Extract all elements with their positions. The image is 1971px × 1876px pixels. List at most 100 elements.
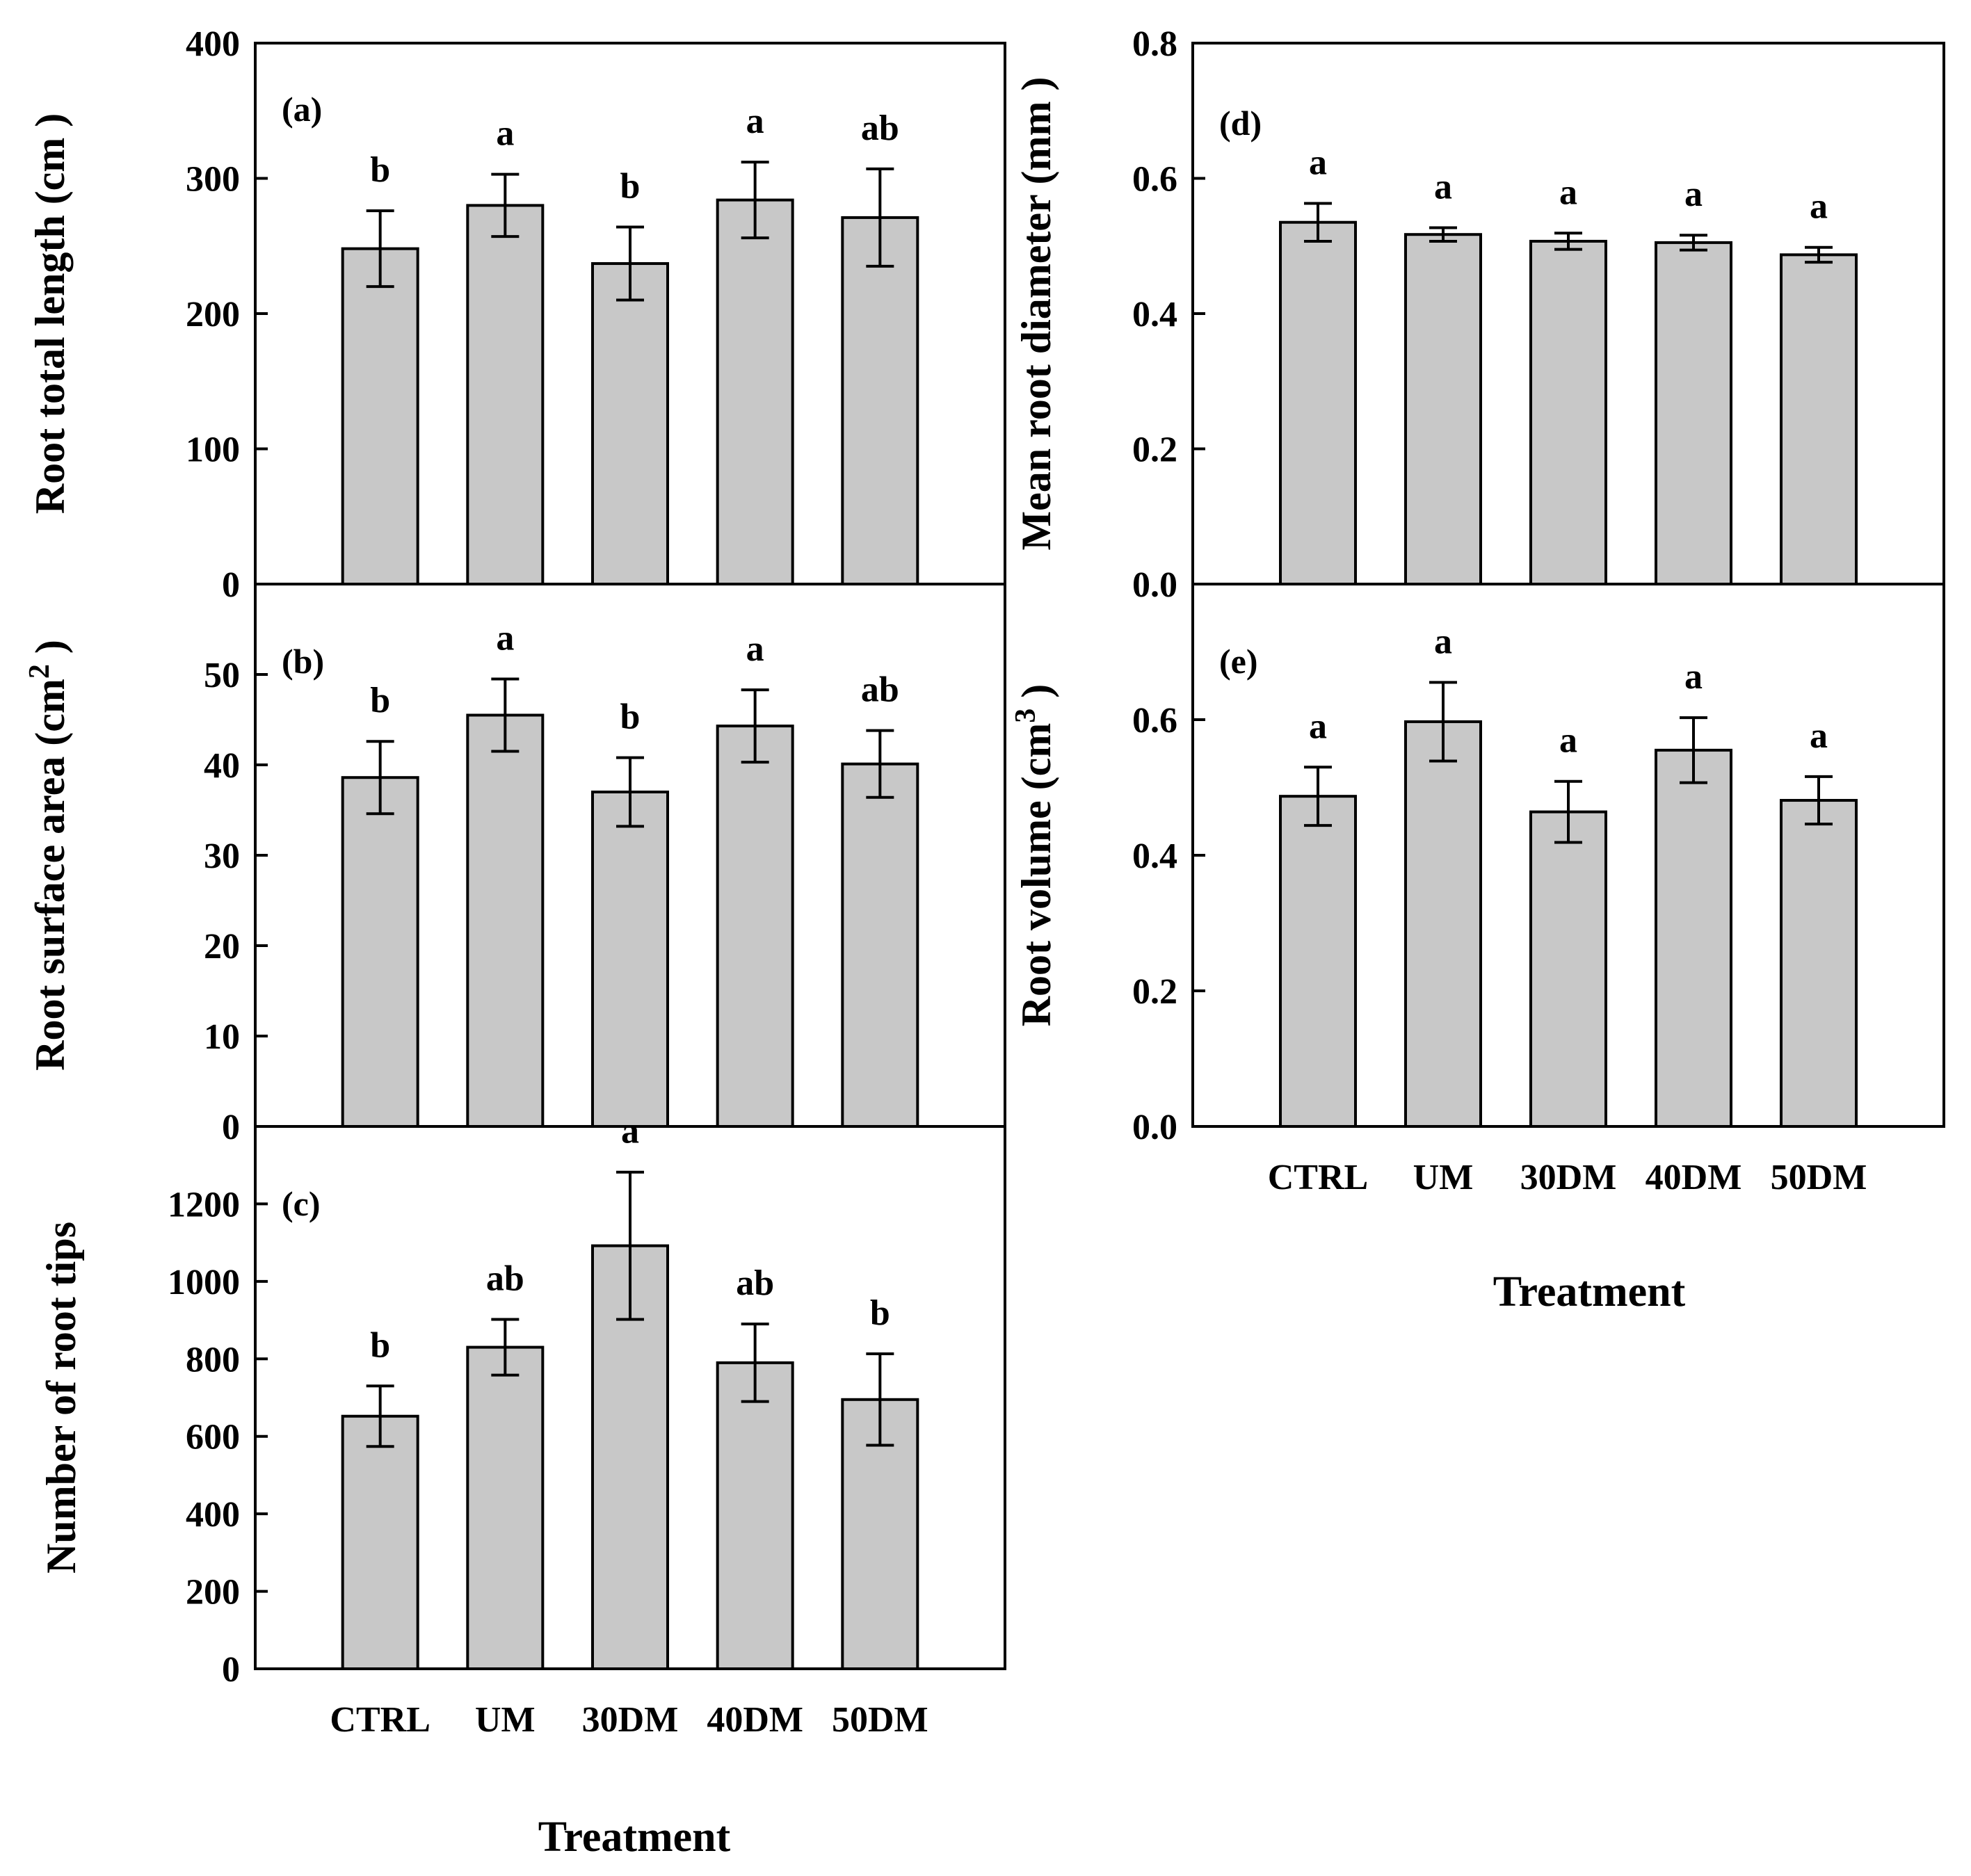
bar-e [1531, 812, 1606, 1126]
panel-e: 0.0 0.2 0.4 0.6 a a a a a (e) CTRL UM 30DM 40DM 50DM Ro… [1010, 584, 1944, 1197]
y-tick-label-d: 0.2 [1132, 430, 1177, 470]
y-tick-label-c: 600 [186, 1418, 240, 1457]
bar-d [1406, 234, 1481, 584]
y-tick-label-a: 200 [186, 295, 240, 334]
bar-e [1781, 800, 1856, 1126]
y-tick-label-b: 30 [204, 836, 240, 876]
significance-letter-c: b [370, 1325, 390, 1365]
bar-a [842, 218, 917, 584]
bar-e [1656, 750, 1731, 1126]
y-axis-title-superscript-e: 3 [1010, 709, 1042, 723]
bar-d [1781, 254, 1856, 584]
category-label-c: 50DM [832, 1700, 928, 1740]
bar-c [718, 1363, 793, 1669]
significance-letter-b: b [620, 697, 641, 737]
significance-letter-c: a [621, 1112, 639, 1151]
y-tick-label-c: 200 [186, 1573, 240, 1612]
y-tick-label-b: 0 [222, 1108, 240, 1147]
x-axis-title-left: Treatment [538, 1813, 731, 1861]
bar-b [718, 726, 793, 1126]
y-tick-label-b: 50 [204, 656, 240, 695]
y-tick-label-e: 0.2 [1132, 972, 1177, 1012]
significance-letter-a: b [620, 167, 641, 207]
category-label-e: UM [1413, 1158, 1474, 1197]
category-label-c: UM [475, 1700, 536, 1740]
significance-letter-b: ab [861, 670, 899, 710]
bar-a [593, 264, 668, 584]
y-tick-label-d: 0.4 [1132, 295, 1177, 334]
y-axis-title-c: Number of root tips [38, 1222, 84, 1574]
category-label-e: 50DM [1771, 1158, 1867, 1197]
category-label-e: CTRL [1268, 1158, 1368, 1197]
significance-letter-c: ab [486, 1259, 524, 1298]
y-tick-label-e: 0.0 [1132, 1108, 1177, 1147]
y-tick-label-a: 400 [186, 24, 240, 64]
bar-d [1280, 223, 1355, 584]
y-tick-label-d: 0.0 [1132, 565, 1177, 605]
significance-letter-a: ab [861, 108, 899, 148]
bar-a [467, 205, 542, 584]
significance-letter-a: a [496, 114, 514, 154]
y-axis-title-close-e: ) [1013, 684, 1059, 709]
bar-a [718, 200, 793, 584]
panel-label-d: (d) [1219, 104, 1262, 143]
category-label-e: 40DM [1646, 1158, 1742, 1197]
panel-label-b: (b) [282, 642, 324, 681]
bar-b [343, 777, 418, 1126]
category-label-c: 30DM [582, 1700, 679, 1740]
significance-letter-b: b [370, 681, 390, 720]
significance-letter-a: b [370, 150, 390, 190]
significance-letter-e: a [1684, 657, 1703, 697]
x-axis-title-right: Treatment [1493, 1268, 1686, 1316]
significance-letter-b: a [746, 629, 764, 669]
y-tick-label-c: 800 [186, 1340, 240, 1380]
panel-label-a: (a) [282, 90, 322, 129]
significance-letter-c: b [870, 1293, 890, 1333]
y-tick-label-c: 1200 [168, 1185, 240, 1224]
y-axis-title-text-e: Root volume (cm [1013, 723, 1059, 1027]
y-tick-label-a: 300 [186, 160, 240, 200]
y-tick-label-b: 20 [204, 927, 240, 967]
y-tick-label-b: 10 [204, 1017, 240, 1057]
bar-d [1656, 243, 1731, 584]
category-label-c: CTRL [330, 1700, 430, 1740]
y-axis-title-a: Root total length (cm ) [27, 113, 73, 515]
y-axis-title-d: Mean root diameter (mm ) [1013, 77, 1059, 551]
y-axis-title-close-b: ) [27, 640, 73, 664]
bar-b [467, 715, 542, 1127]
y-tick-label-c: 400 [186, 1495, 240, 1535]
category-label-c: 40DM [707, 1700, 803, 1740]
significance-letter-e: a [1434, 622, 1452, 661]
significance-letter-e: a [1309, 706, 1327, 746]
bar-d [1531, 241, 1606, 584]
panel-d: 0.0 0.2 0.4 0.6 0.8 a a a a a (d) Mean root diamete… [1013, 24, 1944, 605]
significance-letter-d: a [1434, 167, 1452, 207]
y-tick-label-e: 0.6 [1132, 701, 1177, 741]
significance-letter-d: a [1309, 143, 1327, 182]
bar-a [343, 249, 418, 584]
y-tick-label-d: 0.8 [1132, 24, 1177, 64]
significance-letter-a: a [746, 102, 764, 141]
y-axis-title-text-b: Root surface area (cm [27, 679, 73, 1071]
y-tick-label-c: 0 [222, 1650, 240, 1690]
y-axis-title-superscript-b: 2 [24, 664, 56, 679]
y-tick-label-b: 40 [204, 746, 240, 786]
significance-letter-d: a [1559, 172, 1577, 212]
y-tick-label-a: 0 [222, 565, 240, 605]
bar-e [1406, 722, 1481, 1126]
bar-b [842, 764, 917, 1126]
category-label-e: 30DM [1520, 1158, 1617, 1197]
panel-label-e: (e) [1219, 642, 1258, 681]
y-tick-label-c: 1000 [168, 1263, 240, 1302]
bar-c [343, 1416, 418, 1669]
significance-letter-e: a [1559, 721, 1577, 761]
bar-b [593, 792, 668, 1126]
y-tick-label-a: 100 [186, 430, 240, 470]
y-axis-title-b: Root surface area (cm2 ) [24, 640, 73, 1071]
significance-letter-d: a [1684, 175, 1703, 214]
panel-label-c: (c) [282, 1184, 321, 1223]
y-tick-label-e: 0.4 [1132, 836, 1177, 876]
